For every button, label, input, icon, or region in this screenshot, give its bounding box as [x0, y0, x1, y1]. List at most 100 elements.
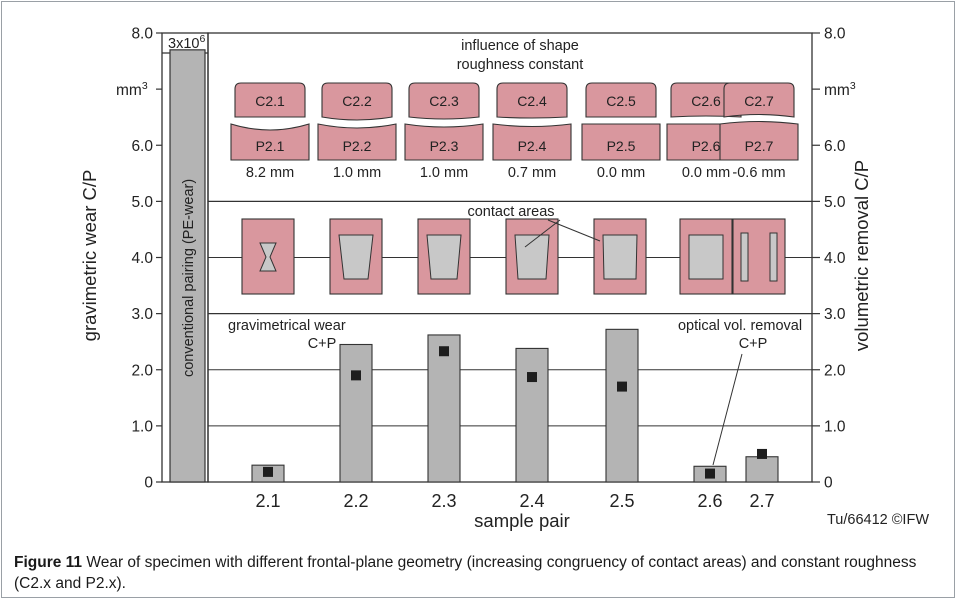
p-specimen-shape [492, 123, 572, 161]
x-tick-label: 2.7 [749, 491, 774, 511]
reference-bar [169, 49, 206, 483]
right-tick-label: 1.0 [824, 418, 846, 435]
p-specimen-label: P2.4 [518, 138, 547, 154]
right-tick-label: 6.0 [824, 138, 846, 155]
optical-annotation-line1: optical vol. removal [678, 318, 802, 334]
optical-marker [757, 448, 767, 459]
c-specimen-label: C2.3 [429, 93, 459, 109]
left-unit-label: mm3 [116, 80, 148, 99]
left-tick-label: 6.0 [131, 138, 153, 155]
optical-pointer-line [712, 353, 743, 466]
c-specimen-label: C2.1 [255, 93, 285, 109]
mm-value-label: 1.0 mm [420, 165, 468, 181]
p-specimen-shape [719, 120, 799, 161]
optical-marker [527, 372, 537, 383]
c-specimen-label: C2.2 [342, 93, 372, 109]
x-tick-label: 2.3 [431, 491, 456, 511]
figure-credit: Tu/66412 ©IFW [827, 512, 929, 528]
contact-area [514, 234, 550, 280]
mm-value-label: 8.2 mm [246, 165, 294, 181]
right-unit-label-base: mm [824, 82, 850, 99]
p-specimen-label: P2.2 [343, 138, 372, 154]
reference-scale-label-base: 3x10 [168, 36, 199, 52]
caption-label: Figure 11 [14, 554, 83, 571]
gravimetric-bar [427, 334, 461, 483]
right-tick-label: 0 [824, 475, 833, 492]
c-specimen-shape [408, 82, 480, 120]
contact-area [602, 234, 638, 280]
contact-specimen [417, 218, 471, 295]
p-specimen-label: P2.1 [256, 138, 285, 154]
gravimetric-bar [339, 343, 373, 483]
gravimetric-bar [745, 456, 779, 483]
c-specimen-label: C2.6 [691, 93, 721, 109]
c-specimen-shape [496, 82, 568, 119]
caption-text: Wear of specimen with different frontal-… [14, 554, 917, 592]
mm-value-label: 0.0 mm [597, 165, 645, 181]
contact-area [769, 232, 778, 282]
c-specimen-shape [585, 82, 657, 118]
reference-scale-label: 3x106 [168, 33, 205, 52]
shape-heading-line1: influence of shape [461, 38, 579, 54]
optical-marker [439, 346, 449, 357]
wear-chart: 0 0 1.0 1.0 2.0 2.0 3.0 3.0 4.0 4.0 5.0 5.0 6.0 6.0 8.… [79, 26, 929, 532]
right-tick-label: 2.0 [824, 362, 846, 379]
optical-marker [351, 370, 361, 381]
optical-annotation-line2: C+P [739, 336, 768, 352]
right-tick-label: 8.0 [824, 26, 846, 43]
p-specimen-shape [581, 123, 661, 161]
p-specimen-shape [404, 123, 484, 161]
contact-areas-label: contact areas [467, 204, 554, 220]
x-tick-label: 2.6 [697, 491, 722, 511]
left-tick-label: 3.0 [131, 306, 153, 323]
right-tick-label: 3.0 [824, 306, 846, 323]
figure-caption: Figure 11 Wear of specimen with differen… [14, 552, 944, 594]
c-specimen-label: C2.7 [744, 93, 774, 109]
right-tick-label: 5.0 [824, 194, 846, 211]
mm-value-label: -0.6 mm [732, 165, 785, 181]
left-tick-label: 0 [144, 475, 153, 492]
right-tick-label: 4.0 [824, 250, 846, 267]
optical-marker [617, 381, 627, 392]
contact-area [740, 232, 749, 282]
p-specimen-shape [317, 123, 397, 161]
contact-pointer-line [524, 219, 561, 248]
gravimetric-bar [605, 328, 639, 483]
p-specimen-label: P2.5 [607, 138, 636, 154]
p-specimen-label: P2.6 [692, 138, 721, 154]
left-tick-label: 8.0 [131, 26, 153, 43]
optical-marker [263, 466, 273, 477]
mm-value-label: 0.7 mm [508, 165, 556, 181]
x-tick-label: 2.5 [609, 491, 634, 511]
left-tick-label: 4.0 [131, 250, 153, 267]
shape-heading-line2: roughness constant [457, 57, 584, 73]
x-axis-title: sample pair [474, 510, 570, 531]
p-specimen-shape [230, 123, 310, 161]
left-axis-title: gravimetric wear C/P [79, 170, 100, 342]
right-unit-label: mm3 [824, 80, 856, 99]
mm-value-label: 1.0 mm [333, 165, 381, 181]
left-unit-label-base: mm [116, 82, 142, 99]
x-tick-label: 2.1 [255, 491, 280, 511]
contact-area [688, 234, 724, 280]
c-specimen-shape [234, 82, 306, 118]
mm-value-label: 0.0 mm [682, 165, 730, 181]
contact-area [259, 242, 277, 272]
reference-scale-label-exponent: 6 [199, 33, 205, 45]
right-unit-label-exponent: 3 [850, 80, 856, 92]
gravimetric-annotation-line1: gravimetrical wear [228, 318, 346, 334]
gravimetric-annotation-line2: C+P [308, 336, 337, 352]
left-tick-label: 1.0 [131, 418, 153, 435]
p-specimen-label: P2.7 [745, 138, 774, 154]
c-specimen-label: C2.5 [606, 93, 636, 109]
contact-specimen [241, 218, 295, 295]
left-unit-label-exponent: 3 [142, 80, 148, 92]
left-tick-label: 2.0 [131, 362, 153, 379]
right-axis-title: volumetric removal C/P [851, 160, 872, 351]
gravimetric-bar [515, 347, 549, 483]
x-tick-label: 2.2 [343, 491, 368, 511]
optical-marker [705, 468, 715, 479]
contact-area [426, 234, 462, 280]
c-specimen-shape [723, 82, 795, 118]
x-tick-label: 2.4 [519, 491, 544, 511]
